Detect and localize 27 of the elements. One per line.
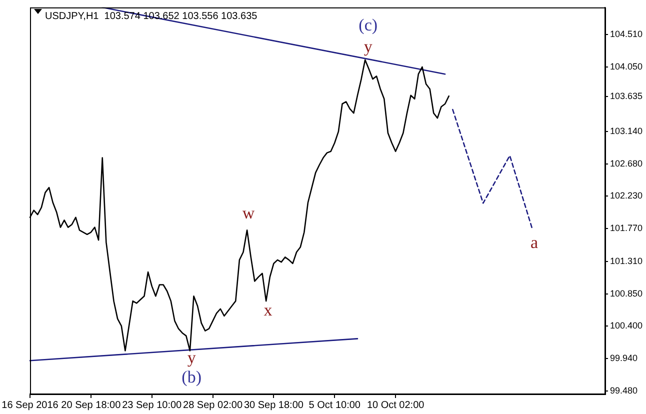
annotation: (b) — [182, 368, 202, 387]
y-tick-label: 99.940 — [610, 353, 638, 364]
x-tick-label: 10 Oct 02:00 — [366, 400, 425, 411]
y-tick-label: 100.850 — [610, 288, 643, 298]
y-tick-label: 103.140 — [610, 126, 643, 136]
annotation: w — [242, 203, 256, 222]
y-tick-label: 101.310 — [610, 256, 643, 266]
annotation: a — [530, 233, 538, 252]
x-tick-label: 16 Sep 2016 — [2, 400, 59, 411]
y-tick-label: 103.635 — [610, 90, 643, 101]
x-tick-label: 30 Sep 18:00 — [244, 400, 304, 411]
y-tick-label: 102.680 — [610, 158, 643, 169]
annotation: (c) — [358, 15, 378, 34]
y-tick-label: 99.480 — [610, 386, 638, 396]
y-tick-label: 100.400 — [610, 320, 643, 330]
y-tick-label: 104.510 — [610, 28, 643, 39]
annotation: y — [187, 348, 196, 367]
x-tick-label: 28 Sep 02:00 — [183, 400, 243, 411]
y-tick-label: 101.770 — [610, 223, 643, 234]
x-tick-label: 23 Sep 10:00 — [122, 400, 182, 411]
x-tick-label: 20 Sep 18:00 — [61, 400, 122, 411]
y-tick-label: 104.050 — [610, 61, 643, 72]
x-tick-label: 5 Oct 10:00 — [308, 400, 361, 411]
annotation: y — [364, 37, 373, 56]
y-tick-label: 102.230 — [610, 190, 643, 201]
annotation: x — [264, 300, 273, 320]
line-series — [452, 108, 534, 231]
